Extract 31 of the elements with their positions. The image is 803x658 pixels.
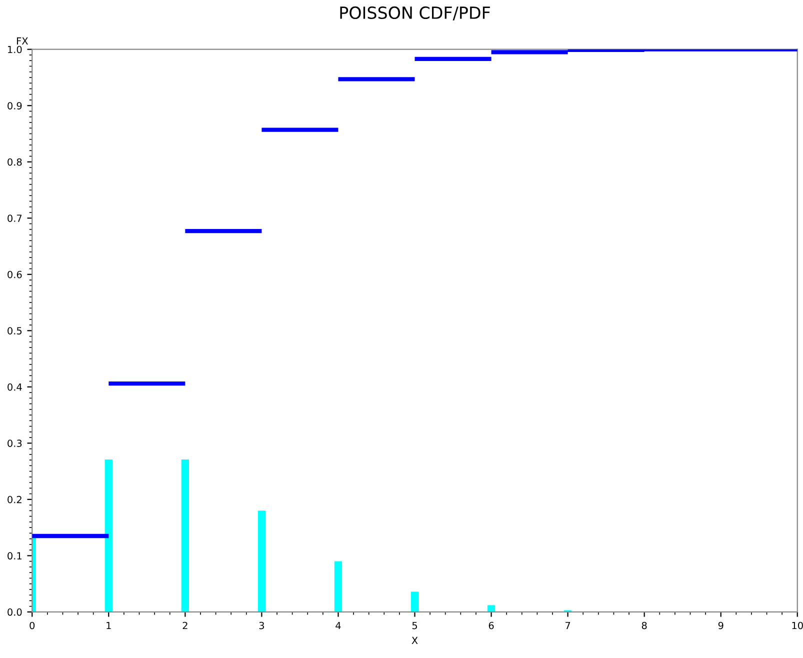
bar [181, 459, 189, 612]
bar [258, 510, 266, 612]
x-tick-label: 7 [566, 622, 570, 630]
x-tick-label: 8 [642, 622, 647, 630]
y-tick-label: 0.9 [8, 102, 22, 110]
y-tick-label: 1.0 [8, 46, 22, 54]
y-tick-label: 0.7 [8, 214, 22, 222]
x-tick-label: 2 [182, 622, 188, 630]
x-tick-label: 6 [488, 622, 494, 630]
y-tick-label: 0.4 [8, 383, 22, 391]
x-tick-label: 3 [259, 622, 264, 630]
bar [487, 605, 496, 612]
y-tick-label: 0.8 [8, 158, 22, 166]
bar [104, 459, 112, 612]
y-tick-label: 0.5 [8, 327, 22, 334]
x-tick-label: 1 [106, 622, 111, 630]
x-tick-label: 0 [30, 622, 35, 630]
y-tick-label: 0.3 [8, 440, 22, 447]
y-tick-label: 0.6 [8, 270, 22, 278]
x-tick-label: 5 [412, 622, 417, 630]
bar [410, 592, 419, 612]
y-tick-label: 0.0 [8, 608, 22, 616]
y-tick-label: 0.1 [8, 552, 22, 560]
chart-title: POISSON CDF/PDF [340, 6, 490, 20]
x-tick-label: 9 [718, 622, 724, 630]
y-tick-label: 0.2 [8, 496, 22, 504]
bar [334, 561, 342, 612]
y-axis-title: FX [16, 37, 28, 45]
x-axis-title: X [412, 636, 418, 644]
x-tick-label: 4 [336, 622, 341, 630]
x-tick-label: 10 [792, 622, 803, 630]
